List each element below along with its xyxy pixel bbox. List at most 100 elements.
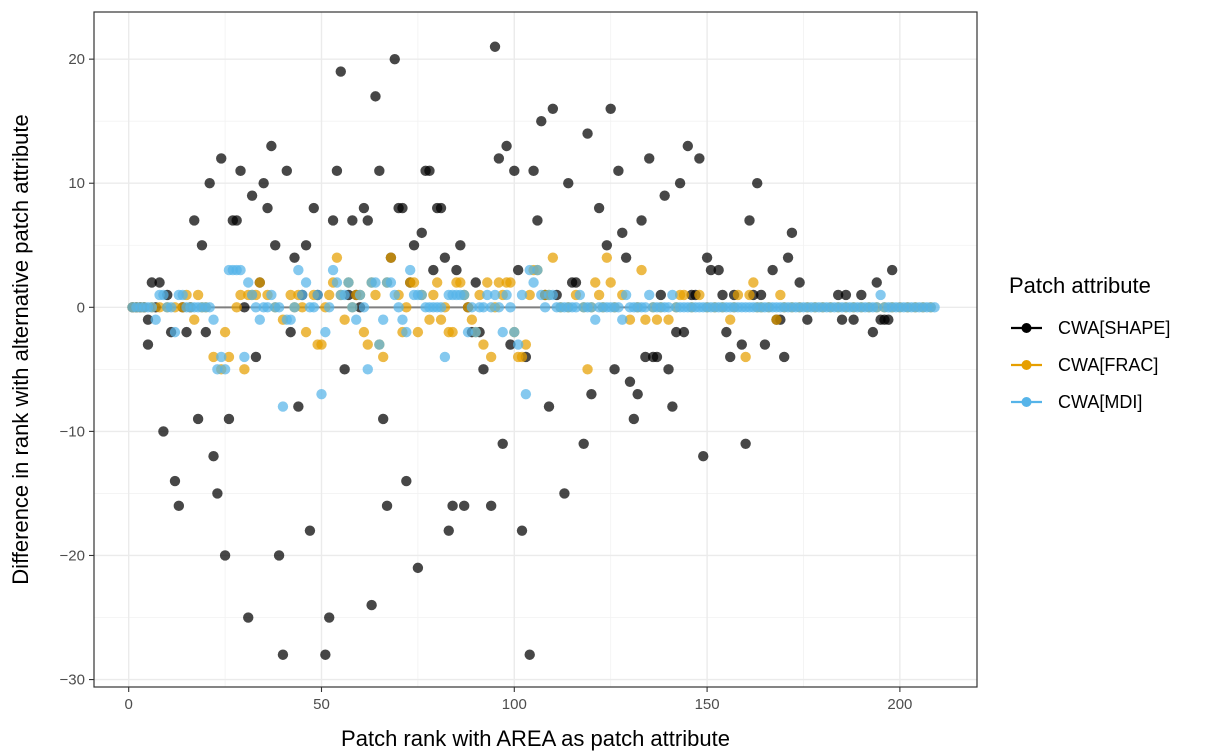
point-cwa-shape: [601, 240, 613, 251]
point-cwa-mdi: [285, 314, 296, 325]
point-cwa-shape: [308, 202, 319, 214]
point-cwa-mdi: [667, 289, 678, 301]
point-cwa-mdi: [536, 289, 547, 301]
point-cwa-mdi: [362, 364, 373, 375]
point-cwa-mdi: [204, 302, 215, 313]
point-cwa-frac: [154, 302, 165, 313]
point-cwa-mdi: [293, 264, 304, 276]
point-cwa-frac: [447, 326, 458, 338]
point-cwa-mdi: [327, 264, 339, 276]
point-cwa-shape: [871, 277, 882, 288]
point-cwa-shape: [632, 388, 643, 400]
point-cwa-frac: [744, 289, 755, 301]
legend-title: Patch attribute: [1009, 273, 1151, 298]
point-cwa-mdi: [435, 302, 447, 313]
point-cwa-mdi: [297, 289, 308, 301]
point-cwa-mdi: [358, 302, 370, 313]
point-cwa-shape: [628, 413, 640, 425]
point-cwa-mdi: [266, 289, 277, 301]
point-cwa-shape: [192, 413, 204, 425]
point-cwa-mdi: [574, 289, 586, 301]
point-cwa-mdi: [586, 302, 597, 313]
point-cwa-shape: [397, 202, 408, 214]
point-cwa-mdi: [277, 401, 289, 412]
point-cwa-mdi: [871, 302, 882, 313]
point-cwa-mdi: [347, 302, 358, 313]
point-cwa-shape: [501, 140, 512, 152]
x-tick-label: 150: [695, 696, 720, 713]
point-cwa-shape: [250, 351, 262, 363]
point-cwa-shape: [620, 252, 632, 263]
point-cwa-shape: [524, 649, 535, 660]
point-cwa-shape: [671, 326, 682, 338]
point-cwa-shape: [640, 351, 651, 363]
point-cwa-frac: [547, 252, 559, 263]
point-cwa-mdi: [320, 326, 331, 338]
point-cwa-mdi: [528, 277, 539, 288]
point-cwa-shape: [694, 153, 705, 164]
point-cwa-mdi: [482, 289, 493, 301]
point-cwa-frac: [235, 289, 246, 301]
point-cwa-mdi: [493, 302, 505, 313]
point-cwa-mdi: [377, 314, 389, 325]
point-cwa-mdi: [590, 314, 601, 325]
point-cwa-mdi: [312, 289, 323, 301]
point-cwa-shape: [559, 488, 570, 499]
point-cwa-shape: [447, 500, 458, 512]
point-cwa-shape: [713, 264, 724, 276]
point-cwa-shape: [563, 178, 574, 189]
point-cwa-mdi: [570, 302, 582, 313]
point-cwa-shape: [204, 178, 215, 189]
point-cwa-shape: [231, 215, 242, 226]
point-cwa-mdi: [289, 302, 300, 313]
point-cwa-shape: [782, 252, 794, 263]
point-cwa-mdi: [416, 289, 427, 301]
point-cwa-shape: [196, 240, 208, 251]
point-cwa-frac: [331, 252, 343, 263]
point-cwa-shape: [786, 227, 798, 239]
x-tick-label: 200: [887, 696, 912, 713]
point-cwa-shape: [505, 339, 516, 350]
point-cwa-frac: [478, 339, 489, 350]
point-cwa-shape: [528, 165, 539, 177]
point-cwa-shape: [547, 103, 559, 114]
y-tick-label: 0: [77, 299, 85, 316]
point-cwa-mdi: [520, 388, 532, 400]
point-cwa-shape: [331, 165, 343, 177]
point-cwa-frac: [505, 277, 516, 288]
point-cwa-shape: [674, 178, 686, 189]
point-cwa-frac: [208, 351, 219, 363]
point-cwa-shape: [659, 190, 670, 201]
x-tick-label: 50: [313, 696, 330, 713]
point-cwa-shape: [243, 612, 254, 623]
point-cwa-shape: [335, 66, 346, 77]
point-cwa-mdi: [370, 277, 381, 288]
point-cwa-mdi: [497, 326, 508, 338]
point-cwa-mdi: [532, 264, 543, 276]
point-cwa-shape: [655, 289, 667, 301]
point-cwa-frac: [748, 277, 759, 288]
point-cwa-mdi: [439, 351, 451, 363]
point-cwa-mdi: [177, 289, 188, 301]
point-cwa-shape: [339, 364, 350, 375]
point-cwa-frac: [285, 289, 296, 301]
point-cwa-mdi: [613, 302, 624, 313]
point-cwa-frac: [189, 314, 200, 325]
point-cwa-shape: [624, 376, 636, 387]
point-cwa-frac: [520, 339, 532, 350]
point-cwa-mdi: [929, 302, 940, 313]
point-cwa-shape: [736, 339, 747, 350]
point-cwa-shape: [744, 215, 755, 226]
point-cwa-mdi: [539, 302, 551, 313]
point-cwa-frac: [324, 289, 335, 301]
point-cwa-frac: [516, 351, 528, 363]
point-cwa-shape: [370, 91, 381, 102]
point-cwa-frac: [239, 364, 250, 375]
point-cwa-mdi: [393, 302, 404, 313]
point-cwa-shape: [408, 240, 420, 251]
point-cwa-shape: [740, 438, 751, 450]
point-cwa-shape: [886, 264, 898, 276]
point-cwa-shape: [721, 326, 732, 338]
legend-label-cwa-frac: CWA[FRAC]: [1058, 355, 1158, 375]
